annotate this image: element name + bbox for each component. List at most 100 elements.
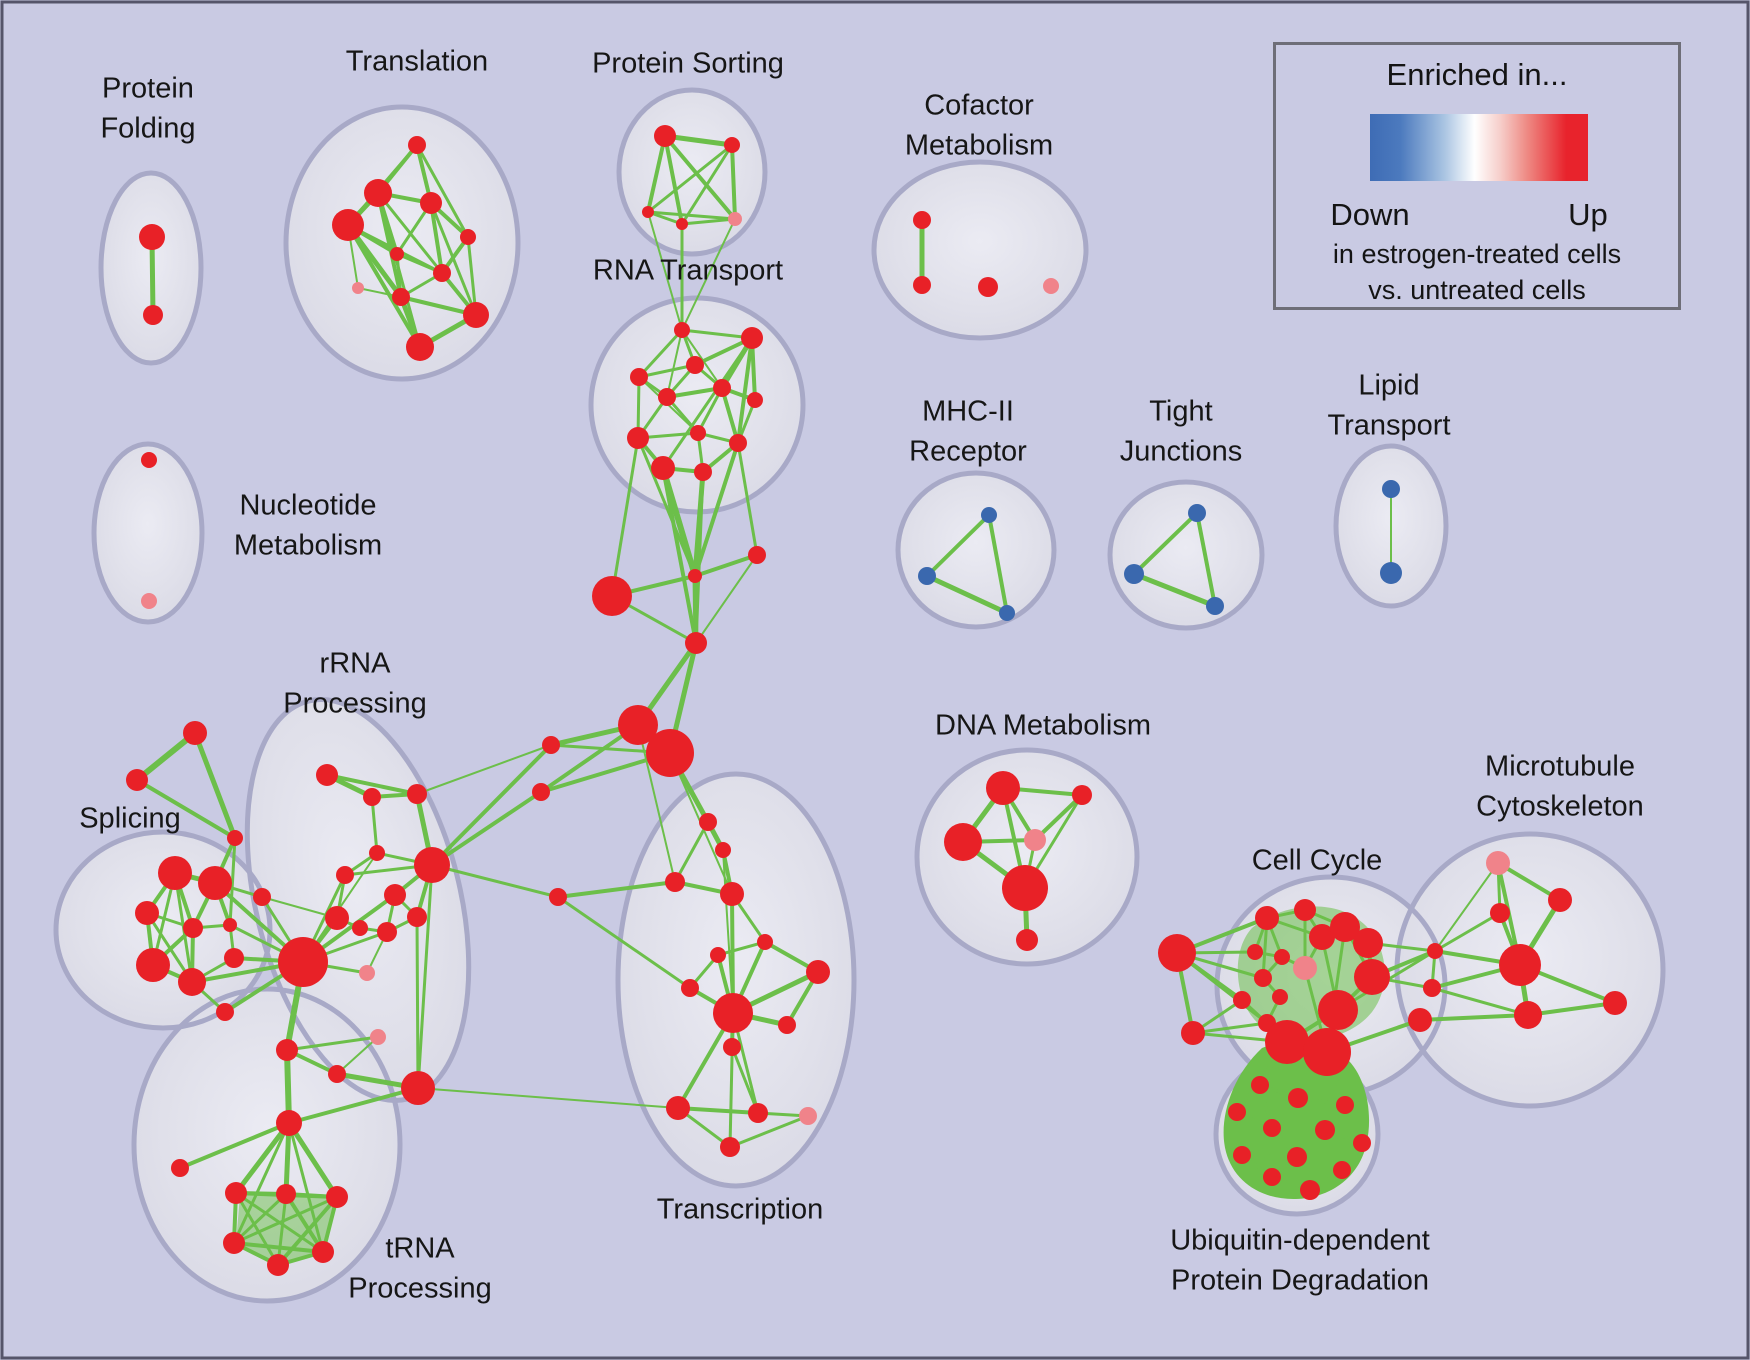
cluster-label: Metabolism: [905, 130, 1053, 162]
network-node: [627, 427, 649, 449]
network-edge: [556, 880, 677, 899]
cluster-ellipse-outline: [131, 986, 403, 1304]
network-node: [126, 769, 148, 791]
network-node: [666, 1096, 690, 1120]
network-node: [364, 179, 392, 207]
cluster-label: Translation: [346, 46, 488, 78]
network-edge: [663, 134, 684, 226]
network-node: [690, 425, 706, 441]
network-edge: [676, 1106, 760, 1115]
network-node: [433, 264, 451, 282]
network-node: [223, 1232, 245, 1254]
legend-title: Enriched in...: [1386, 57, 1568, 92]
network-edge: [647, 211, 683, 331]
legend-subtitle-line2: vs. untreated cells: [1368, 275, 1586, 305]
network-node: [1265, 1020, 1309, 1064]
network-edge: [287, 1121, 325, 1254]
cluster-label: rRNA: [320, 648, 392, 680]
network-node: [1490, 903, 1510, 923]
cluster-label: Receptor: [909, 436, 1027, 468]
network-node: [1293, 956, 1317, 980]
cluster-ellipse-outline: [1394, 831, 1666, 1109]
network-node: [748, 546, 766, 564]
network-node: [407, 907, 427, 927]
network-node: [549, 888, 567, 906]
network-node: [363, 788, 381, 806]
network-node: [747, 392, 763, 408]
cluster-label: Microtubule: [1485, 751, 1635, 783]
network-node: [674, 322, 690, 338]
network-edge: [284, 1192, 325, 1254]
network-edge: [728, 1114, 810, 1149]
cluster-label: Nucleotide: [239, 490, 376, 522]
network-node: [799, 1107, 817, 1125]
network-edge: [924, 573, 1010, 616]
network-node: [642, 206, 654, 218]
network-edge: [665, 386, 724, 399]
network-edge: [233, 1120, 292, 1196]
cluster-ellipse-fill: [874, 162, 1086, 338]
network-edge: [336, 1036, 379, 1075]
network-edge: [681, 329, 723, 389]
network-edge: [285, 1035, 380, 1052]
network-node: [223, 918, 237, 932]
network-node: [1274, 949, 1290, 965]
cluster-label: DNA Metabolism: [935, 710, 1151, 742]
network-node: [1002, 865, 1048, 911]
network-edge: [728, 1011, 735, 1149]
network-edge: [646, 143, 734, 214]
network-node: [1408, 1008, 1432, 1032]
network-node: [720, 882, 744, 906]
network-edge: [370, 795, 379, 855]
network-edge: [232, 1192, 288, 1245]
legend-box: Enriched in... Down Up in estrogen-treat…: [1273, 42, 1681, 310]
network-node: [401, 1071, 435, 1105]
network-edge: [720, 386, 740, 445]
network-node: [646, 729, 694, 777]
network-node: [1251, 1076, 1269, 1094]
network-node: [913, 276, 931, 294]
cluster-label: Transcription: [657, 1194, 824, 1226]
cluster-ellipse-fill: [1110, 482, 1262, 628]
network-node: [136, 948, 170, 982]
cluster-label: RNA Transport: [593, 255, 783, 287]
network-edge: [680, 217, 737, 226]
network-node: [1427, 943, 1443, 959]
network-node: [1300, 1180, 1320, 1200]
network-node: [1254, 969, 1272, 987]
network-node: [723, 1038, 741, 1056]
network-node: [1486, 851, 1510, 875]
network-edge: [1433, 911, 1502, 953]
network-node: [913, 211, 931, 229]
network-node: [1158, 934, 1196, 972]
network-node: [654, 125, 676, 147]
network-node: [710, 947, 726, 963]
network-node: [729, 434, 747, 452]
cluster-ellipse-outline: [1107, 479, 1265, 631]
network-node: [143, 305, 163, 325]
network-node: [1294, 899, 1316, 921]
network-edge: [287, 1086, 420, 1125]
network-node: [1287, 1147, 1307, 1167]
network-node: [369, 845, 385, 861]
network-node: [1548, 888, 1572, 912]
cluster-ellipse-outline: [914, 747, 1140, 967]
network-node: [460, 229, 476, 245]
network-node: [359, 965, 375, 981]
network-node: [352, 920, 368, 936]
network-node: [651, 456, 675, 480]
network-edge: [429, 201, 444, 275]
cluster-label: Cofactor: [924, 90, 1034, 122]
network-edge: [234, 1191, 280, 1267]
network-node: [139, 224, 165, 250]
network-edge: [276, 1192, 288, 1267]
network-node: [420, 192, 442, 214]
network-node: [141, 452, 157, 468]
network-node: [326, 1186, 348, 1208]
cluster-label: Metabolism: [234, 530, 382, 562]
cluster-label: Lipid: [1358, 370, 1419, 402]
network-edge: [1195, 511, 1217, 608]
cluster-ellipse-outline: [616, 87, 768, 257]
network-node: [336, 866, 354, 884]
network-node: [1247, 944, 1263, 960]
